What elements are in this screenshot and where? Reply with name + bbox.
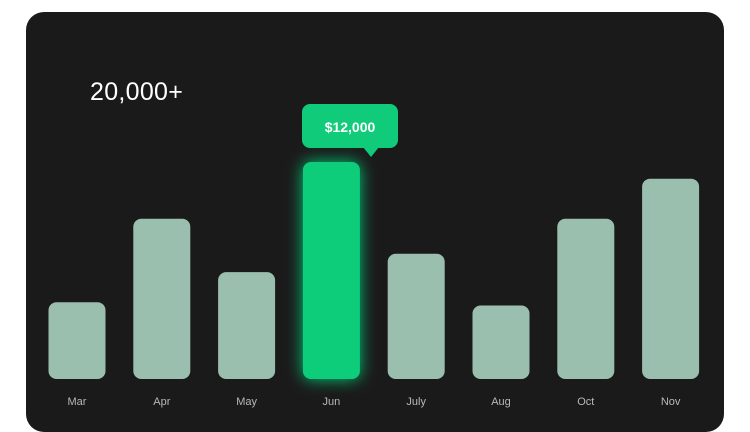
tooltip: $12,000 [302,104,398,157]
tick-label-jun: Jun [323,396,341,408]
bar-chart: Mar Apr May Jun July Aug Oct Nov $12,000 [48,104,700,408]
tick-label-aug: Aug [491,396,511,408]
bar-mar[interactable] [48,302,106,379]
x-tick-labels: Mar Apr May Jun July Aug Oct Nov [68,396,681,408]
bar-july[interactable] [387,253,445,379]
tick-label-nov: Nov [661,396,681,408]
bar-oct[interactable] [557,218,615,379]
chart-card: 20,000+ Mar Apr May Jun July Aug Oct Nov $12,00… [26,12,724,432]
bar-jun[interactable] [302,162,360,379]
tick-label-mar: Mar [68,396,87,408]
tooltip-box [302,104,398,148]
bar-aug[interactable] [472,305,530,379]
tooltip-arrow [363,147,379,157]
bars-group [48,162,700,379]
tick-label-july: July [406,396,426,408]
bar-may[interactable] [218,272,276,379]
headline-value: 20,000+ [90,78,184,106]
tooltip-label: $12,000 [325,119,376,135]
tick-label-apr: Apr [153,396,170,408]
tick-label-may: May [236,396,257,408]
bar-apr[interactable] [133,218,191,379]
tick-label-oct: Oct [577,396,594,408]
bar-nov[interactable] [642,178,700,379]
